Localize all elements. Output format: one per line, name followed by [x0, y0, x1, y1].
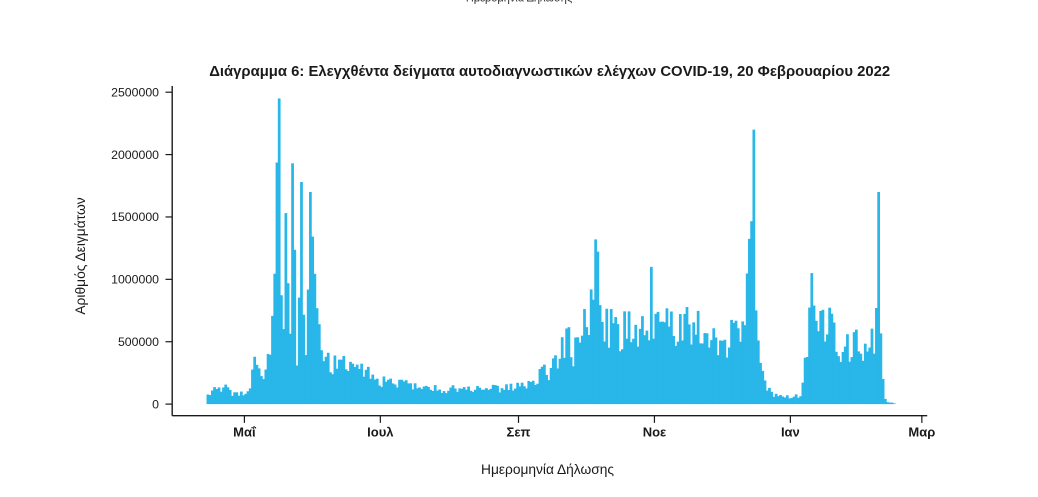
svg-text:Ιουλ: Ιουλ: [367, 425, 394, 440]
svg-text:1500000: 1500000: [111, 210, 159, 224]
svg-text:1000000: 1000000: [111, 273, 159, 287]
svg-text:2500000: 2500000: [111, 85, 159, 99]
svg-text:Ιαν: Ιαν: [781, 425, 800, 440]
svg-text:Αριθμός Δειγμάτων: Αριθμός Δειγμάτων: [73, 197, 88, 314]
svg-text:Μαΐ: Μαΐ: [233, 425, 257, 440]
svg-text:500000: 500000: [118, 335, 159, 349]
svg-text:Ημερομηνία Δήλωσης: Ημερομηνία Δήλωσης: [466, 0, 572, 5]
svg-text:2000000: 2000000: [111, 148, 159, 162]
svg-text:Σεπ: Σεπ: [507, 425, 531, 440]
svg-text:Ημερομηνία Δήλωσης: Ημερομηνία Δήλωσης: [481, 462, 614, 477]
svg-text:Διάγραμμα 6: Ελεγχθέντα δείγμα: Διάγραμμα 6: Ελεγχθέντα δείγματα αυτοδια…: [209, 64, 890, 80]
svg-text:Νοε: Νοε: [643, 425, 667, 440]
svg-text:0: 0: [152, 397, 159, 411]
svg-text:Μαρ: Μαρ: [908, 425, 935, 440]
